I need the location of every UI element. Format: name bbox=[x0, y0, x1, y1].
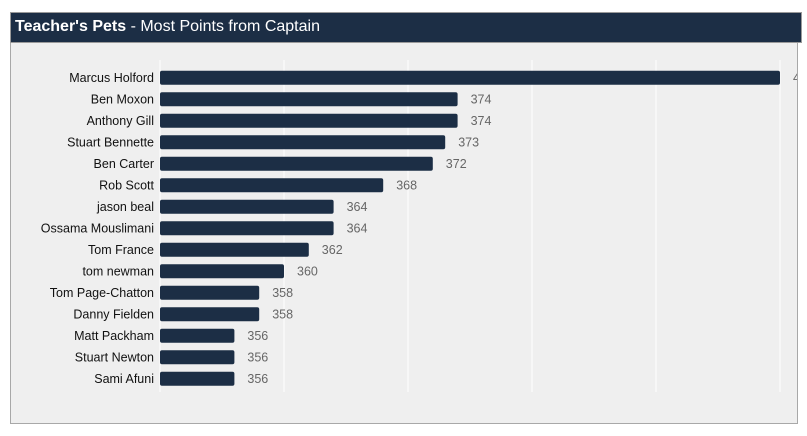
bar bbox=[160, 371, 235, 386]
value-label: 356 bbox=[247, 329, 268, 343]
y-tick-label: Ben Moxon bbox=[91, 93, 154, 107]
bar bbox=[160, 70, 780, 85]
y-tick-label: Sami Afuni bbox=[94, 372, 154, 386]
value-label: 358 bbox=[272, 286, 293, 300]
bar bbox=[160, 285, 260, 300]
value-label: 356 bbox=[247, 351, 268, 365]
header-bar bbox=[10, 12, 802, 43]
value-label: 364 bbox=[347, 222, 368, 236]
value-label: 372 bbox=[446, 157, 467, 171]
title-bold: Teacher's Pets bbox=[15, 18, 126, 35]
value-label: 373 bbox=[458, 136, 479, 150]
value-label: 358 bbox=[272, 308, 293, 322]
bar bbox=[160, 221, 334, 236]
value-label: 362 bbox=[322, 243, 343, 257]
y-tick-label: Tom France bbox=[88, 243, 154, 257]
y-tick-label: Matt Packham bbox=[74, 329, 154, 343]
y-tick-label: Ben Carter bbox=[94, 157, 154, 171]
value-label: 368 bbox=[396, 179, 417, 193]
y-tick-label: jason beal bbox=[96, 200, 154, 214]
value-label: 364 bbox=[347, 200, 368, 214]
y-tick-label: tom newman bbox=[82, 265, 154, 279]
bar bbox=[160, 307, 260, 322]
y-tick-label: Tom Page-Chatton bbox=[50, 286, 154, 300]
plot: 400 374 374 373 372 368 364 364 362 360 358 358 356 3… bbox=[159, 60, 807, 392]
title-rest: - Most Points from Captain bbox=[131, 18, 320, 35]
bar bbox=[160, 242, 309, 257]
y-tick-label: Marcus Holford bbox=[69, 71, 154, 85]
value-label: 374 bbox=[471, 114, 492, 128]
bar bbox=[160, 178, 384, 193]
bar bbox=[160, 199, 334, 214]
y-tick-label: Anthony Gill bbox=[87, 114, 154, 128]
y-tick-label: Ossama Mouslimani bbox=[41, 222, 154, 236]
y-tick-label: Danny Fielden bbox=[73, 308, 154, 322]
y-tick-label: Rob Scott bbox=[99, 179, 154, 193]
bar bbox=[160, 113, 458, 128]
bar bbox=[160, 328, 235, 343]
bar bbox=[160, 135, 446, 150]
value-label: 400 bbox=[793, 71, 807, 85]
chart-title: Teacher's Pets - Most Points from Captai… bbox=[15, 18, 320, 35]
bar bbox=[160, 350, 235, 365]
bar bbox=[160, 264, 284, 279]
bar bbox=[160, 92, 458, 107]
y-tick-label: Stuart Bennette bbox=[67, 136, 154, 150]
value-label: 374 bbox=[471, 93, 492, 107]
value-label: 360 bbox=[297, 265, 318, 279]
y-tick-label: Stuart Newton bbox=[75, 351, 154, 365]
bar bbox=[160, 156, 433, 171]
value-label: 356 bbox=[247, 372, 268, 386]
